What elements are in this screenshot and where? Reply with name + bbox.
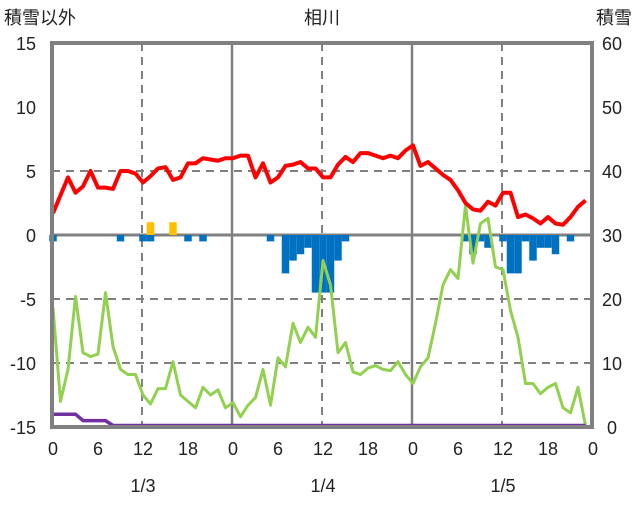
left-tick-label: 0: [26, 226, 36, 246]
bar-negative: [566, 235, 575, 242]
bar-negative: [334, 235, 342, 261]
chart-title: 相川: [304, 8, 340, 28]
bar-negative: [506, 235, 515, 274]
bar-positive: [169, 222, 177, 235]
bar-negative: [289, 235, 297, 261]
bar-negative: [304, 235, 312, 248]
right-tick-label: 10: [602, 354, 622, 374]
bar-negative: [199, 235, 207, 242]
bar-negative: [484, 235, 492, 248]
bar-negative: [116, 235, 125, 242]
bar-negative: [139, 235, 147, 242]
x-tick-label: 12: [313, 439, 333, 459]
bar-negative: [146, 235, 155, 242]
x-tick-label: 6: [453, 439, 463, 459]
snow_depth-line: [53, 412, 586, 428]
x-tick-label: 18: [178, 439, 198, 459]
temperature-line: [51, 143, 587, 227]
date-label: 1/3: [130, 476, 155, 496]
x-tick-label: 0: [588, 439, 598, 459]
plot-frame: [50, 41, 594, 429]
bar-positive: [146, 222, 155, 235]
date-label: 1/5: [490, 476, 515, 496]
left-axis-label: 積雪以外: [4, 8, 76, 28]
right-tick-label: 0: [607, 418, 617, 438]
x-tick-label: 12: [133, 439, 153, 459]
x-tick-label: 12: [493, 439, 513, 459]
bar-negative: [536, 235, 545, 248]
left-tick-label: 15: [16, 34, 36, 54]
right-tick-label: 20: [602, 290, 622, 310]
bar-negative: [529, 235, 537, 261]
x-tick-label: 0: [48, 439, 58, 459]
bar-negative: [461, 235, 470, 242]
left-tick-label: 10: [16, 98, 36, 118]
bar-negative: [544, 235, 552, 248]
bar-negative: [296, 235, 305, 255]
x-tick-label: 18: [538, 439, 558, 459]
right-tick-label: 30: [602, 226, 622, 246]
bar-negative: [469, 235, 477, 255]
x-tick-label: 0: [228, 439, 238, 459]
left-tick-label: 5: [26, 162, 36, 182]
green-line: [51, 204, 587, 426]
bar-negative: [281, 235, 290, 274]
right-tick-label: 60: [602, 34, 622, 54]
x-tick-label: 6: [273, 439, 283, 459]
bar-negative: [514, 235, 522, 274]
bar-negative: [326, 235, 335, 293]
right-tick-label: 40: [602, 162, 622, 182]
left-tick-label: -5: [20, 290, 36, 310]
bar-negative: [266, 235, 275, 242]
x-tick-label: 0: [408, 439, 418, 459]
series-lines: [51, 143, 587, 428]
bar-negative: [499, 235, 507, 242]
bar-negative: [476, 235, 485, 242]
bar-negative: [521, 235, 530, 242]
left-tick-label: -15: [10, 418, 36, 438]
x-tick-label: 6: [93, 439, 103, 459]
bar-negative: [184, 235, 192, 242]
bar-negative: [341, 235, 350, 242]
right-tick-label: 50: [602, 98, 622, 118]
bar-negative: [551, 235, 560, 255]
bar-negative: [311, 235, 320, 293]
x-tick-label: 18: [358, 439, 378, 459]
date-label: 1/4: [310, 476, 335, 496]
left-tick-label: -10: [10, 354, 36, 374]
right-axis-label: 積雪: [596, 8, 632, 28]
